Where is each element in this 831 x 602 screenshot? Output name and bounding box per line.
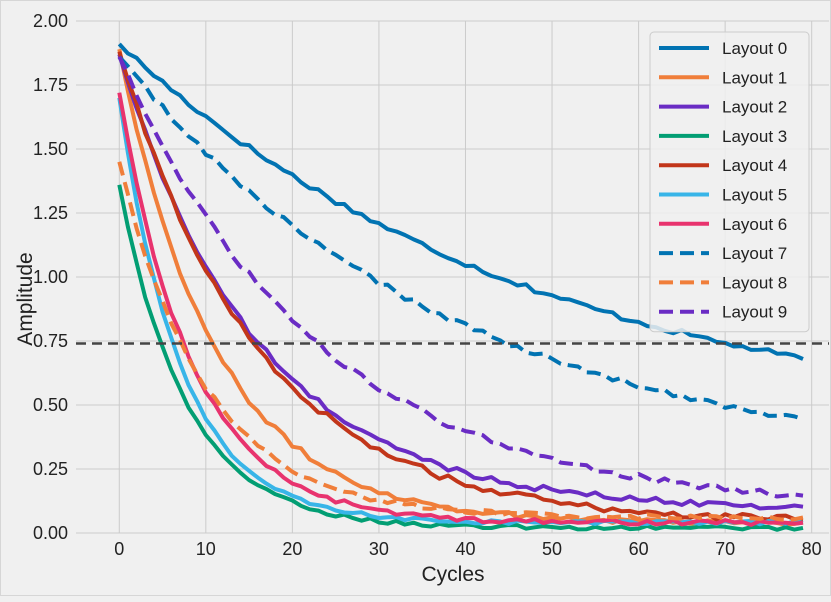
- x-tick-label: 10: [196, 539, 216, 559]
- x-tick-label: 20: [282, 539, 302, 559]
- legend-label: Layout 3: [722, 127, 787, 146]
- y-axis-label: Amplitude: [14, 252, 37, 345]
- legend-label: Layout 5: [722, 186, 787, 205]
- x-tick-label: 40: [455, 539, 475, 559]
- y-tick-label: 1.00: [33, 267, 68, 287]
- legend-label: Layout 8: [722, 273, 787, 292]
- y-tick-label: 1.50: [33, 139, 68, 159]
- x-tick-label: 50: [542, 539, 562, 559]
- series-line-layout-6: [117, 92, 804, 527]
- y-tick-label: 0.00: [33, 523, 68, 543]
- legend-label: Layout 1: [722, 68, 787, 87]
- series-lines: [117, 42, 804, 532]
- series-line-layout-7: [117, 55, 804, 422]
- y-tick-label: 2.00: [33, 11, 68, 31]
- legend-label: Layout 0: [722, 39, 787, 58]
- x-tick-label: 0: [114, 539, 124, 559]
- series-line-layout-9: [117, 55, 804, 499]
- y-tick-label: 1.75: [33, 75, 68, 95]
- x-tick-label: 60: [629, 539, 649, 559]
- y-tick-label: 0.75: [33, 331, 68, 351]
- x-tick-label: 80: [802, 539, 822, 559]
- series-line-layout-3: [117, 184, 804, 532]
- legend-label: Layout 9: [722, 303, 787, 322]
- series-line-layout-2: [117, 53, 804, 511]
- legend-label: Layout 6: [722, 215, 787, 234]
- legend-label: Layout 4: [722, 156, 787, 175]
- legend: Layout 0 Layout 1 Layout 2 Layout 3 Layout 4…: [649, 31, 810, 333]
- y-tick-label: 0.25: [33, 459, 68, 479]
- x-tick-label: 30: [369, 539, 389, 559]
- series-line-layout-0: [117, 42, 804, 361]
- x-axis-label: Cycles: [421, 563, 484, 586]
- legend-label: Layout 7: [722, 244, 787, 263]
- tick-labels: 0 10 20 30 40 50 60 70 80 0.00 0.25 0.50 0.75 1.00 1.2…: [33, 11, 822, 559]
- series-line-layout-8: [117, 161, 804, 522]
- y-tick-label: 1.25: [33, 203, 68, 223]
- legend-label: Layout 2: [722, 98, 787, 117]
- x-tick-label: 70: [715, 539, 735, 559]
- y-tick-label: 0.50: [33, 395, 68, 415]
